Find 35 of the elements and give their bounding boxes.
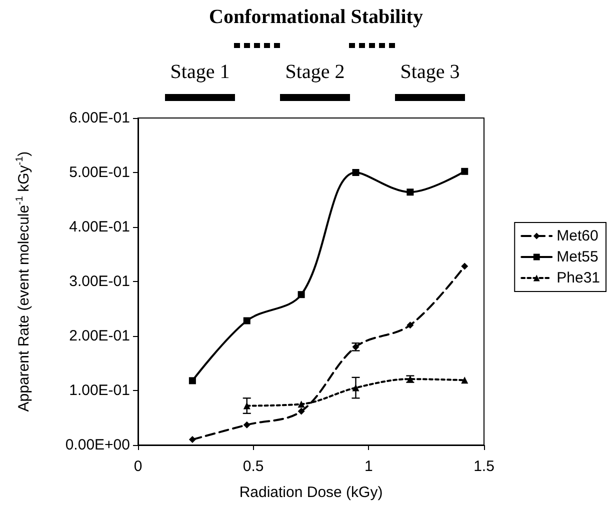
y-tick-label: 5.00E-01 — [69, 164, 130, 181]
point — [243, 317, 250, 324]
legend-label: Met60 — [556, 228, 598, 244]
text: Stage 1 — [169, 60, 231, 84]
point — [461, 376, 468, 384]
y-tick-label: 3.00E-01 — [69, 273, 130, 290]
point — [188, 377, 196, 384]
x-axis-title: Radiation Dose (kGy) — [239, 484, 383, 501]
point — [406, 322, 414, 329]
point — [461, 262, 468, 270]
y-tick-label: 1.00E-01 — [69, 382, 130, 399]
y-tick-label: 2.00E-01 — [69, 328, 130, 344]
point — [243, 402, 250, 410]
x-tick-label: 1.5 — [474, 458, 494, 475]
point — [188, 436, 196, 444]
y-tick-label: 0.00E+00 — [65, 436, 130, 454]
point — [243, 421, 250, 428]
legend-label: Phe31 — [556, 270, 600, 286]
point — [298, 291, 305, 298]
point — [352, 169, 360, 176]
point — [406, 188, 414, 196]
x-tick-label: 0 — [134, 458, 142, 475]
x-tick-label: 0.5 — [242, 458, 264, 475]
y-tick-label: 6.00E-01 — [69, 110, 130, 126]
point — [298, 408, 305, 415]
y-axis-title: Apparent Rate (event molecule-1 kGy-1) — [14, 151, 32, 412]
point — [298, 400, 305, 408]
y-tick-label: 4.00E-01 — [69, 218, 130, 236]
text: Stage 2 — [284, 60, 346, 84]
x-tick-label: 1 — [364, 458, 373, 475]
text: Stage 3 — [399, 60, 461, 84]
legend-label: Met55 — [556, 248, 598, 266]
point — [461, 168, 468, 175]
chart-title: Conformational Stability — [209, 6, 423, 28]
point — [352, 384, 360, 392]
